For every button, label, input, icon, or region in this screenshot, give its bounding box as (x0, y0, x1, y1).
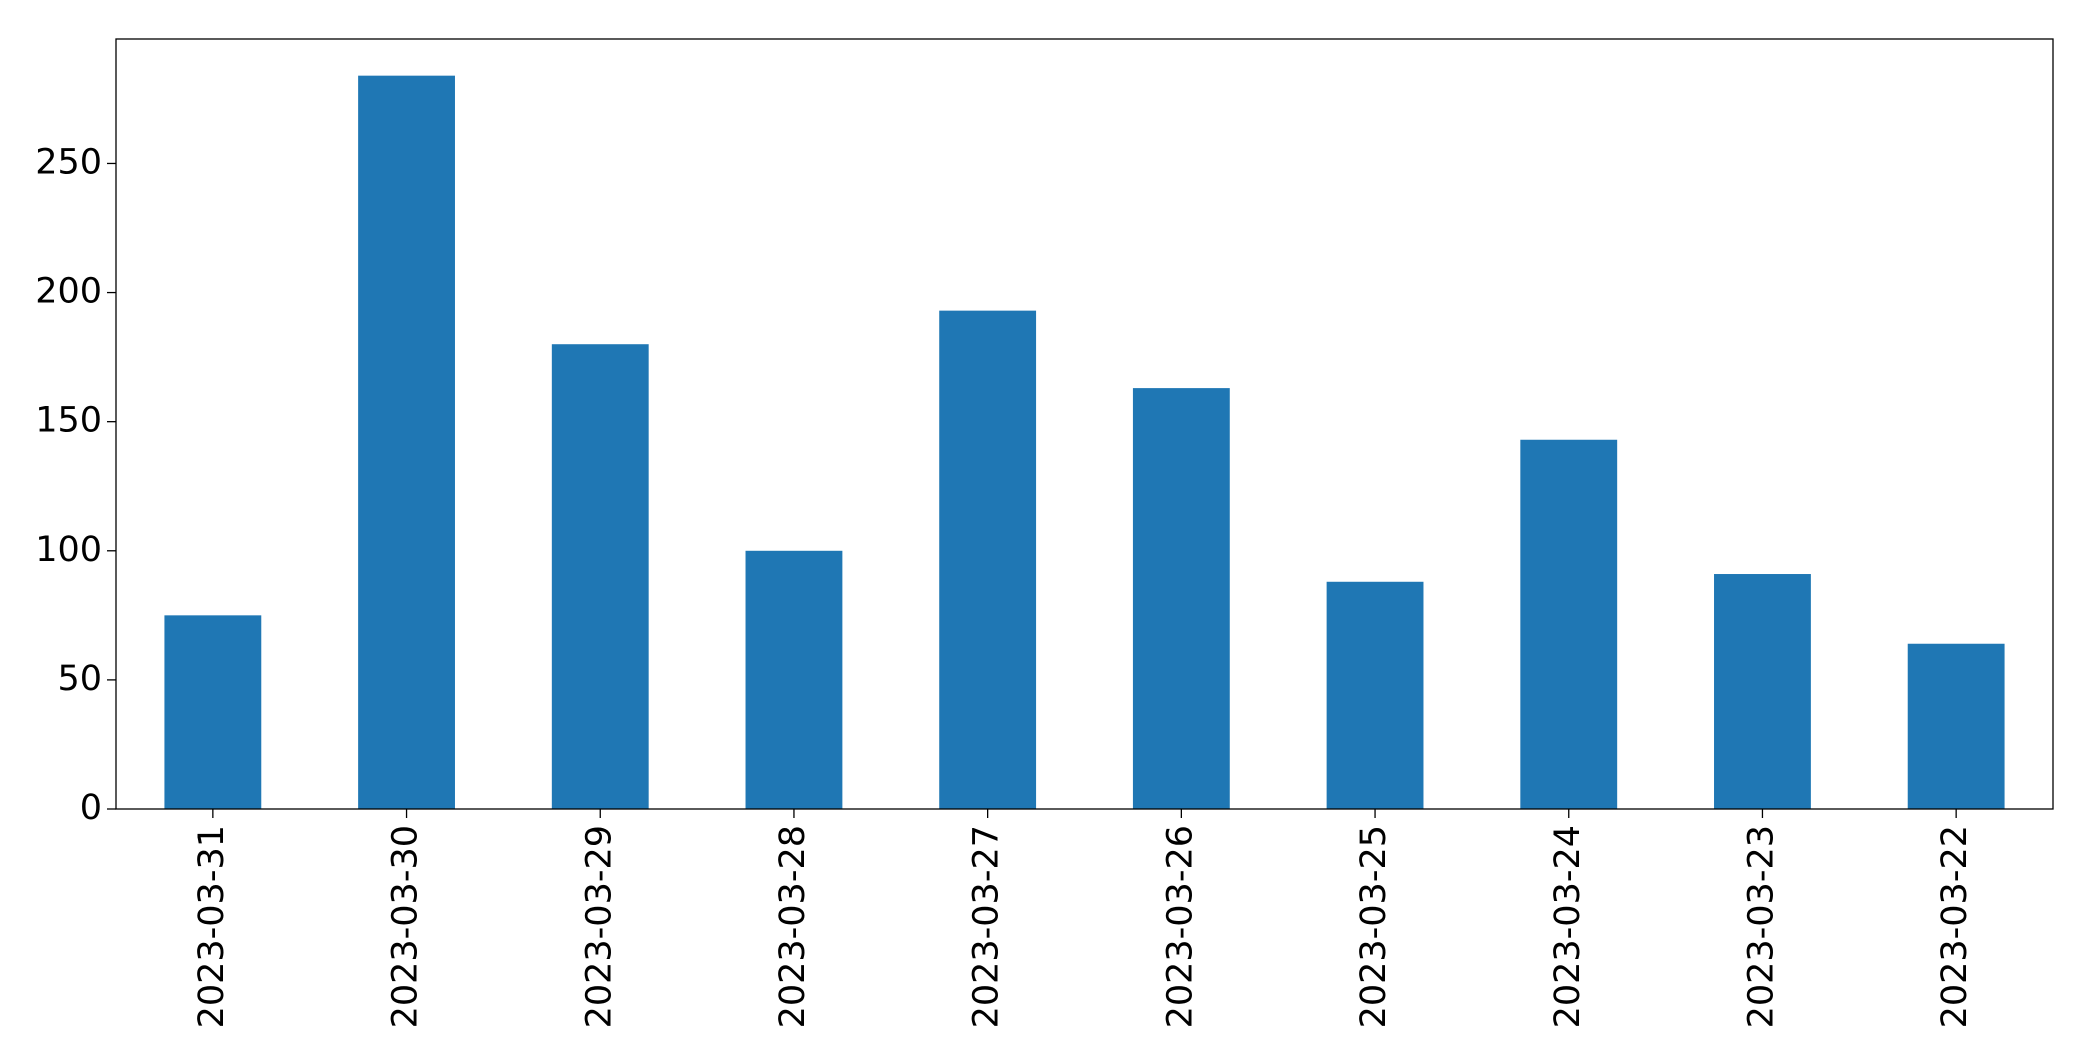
y-tick-label: 200 (35, 272, 102, 312)
bar (745, 550, 843, 809)
bar (164, 615, 262, 809)
x-tick-label: 2023-03-27 (967, 825, 1007, 1028)
bar (1907, 643, 2005, 809)
x-tick-label: 2023-03-22 (1935, 825, 1975, 1028)
x-tick-label: 2023-03-30 (386, 825, 426, 1028)
y-tick-label: 100 (35, 530, 102, 570)
y-tick-label: 50 (57, 659, 102, 699)
y-tick-label: 250 (35, 142, 102, 182)
bar (939, 310, 1037, 809)
y-tick-label: 0 (80, 788, 102, 828)
x-tick-label: 2023-03-23 (1741, 825, 1781, 1028)
bar (1132, 388, 1230, 809)
y-tick-label: 150 (35, 401, 102, 441)
bar (1326, 581, 1424, 809)
bar (551, 344, 649, 809)
bar (358, 75, 455, 809)
x-tick-label: 2023-03-24 (1548, 825, 1588, 1028)
x-tick-label: 2023-03-25 (1354, 825, 1394, 1028)
bar (1520, 439, 1618, 809)
bar (1714, 574, 1811, 809)
x-tick-label: 2023-03-26 (1160, 825, 1200, 1028)
x-tick-label: 2023-03-28 (773, 825, 813, 1028)
x-tick-label: 2023-03-29 (579, 825, 619, 1028)
plot-frame (115, 38, 2054, 810)
x-tick-label: 2023-03-31 (192, 825, 232, 1028)
